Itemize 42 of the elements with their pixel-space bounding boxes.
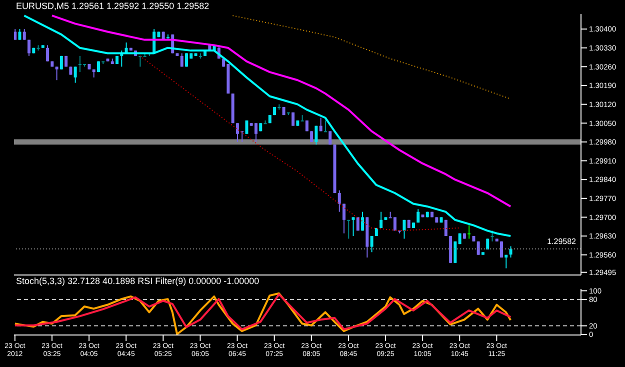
- candlestick: [504, 254, 508, 269]
- candlestick: [264, 120, 267, 124]
- candlestick: [356, 216, 360, 232]
- candlestick: [314, 125, 318, 146]
- candlestick: [370, 236, 374, 253]
- candlestick: [14, 28, 17, 40]
- candlestick: [352, 216, 355, 237]
- candlestick: [60, 55, 63, 70]
- candlestick: [490, 230, 494, 242]
- line-series: [50, 14, 512, 208]
- candlestick: [342, 203, 346, 234]
- candlestick: [292, 112, 295, 126]
- candlestick: [18, 28, 22, 40]
- candlestick: [393, 216, 396, 232]
- line-series: [140, 55, 460, 232]
- candlestick: [324, 120, 327, 132]
- candlestick: [46, 44, 50, 62]
- candlestick: [74, 66, 77, 84]
- chart-title: EURUSD,M5 1.29561 1.29592 1.29550 1.29582: [16, 1, 210, 11]
- line-series: [232, 15, 512, 100]
- ref-line-label: 1.29582: [547, 236, 577, 246]
- candlestick: [509, 246, 512, 258]
- candlestick: [22, 28, 26, 40]
- candlestick: [468, 224, 471, 240]
- line-series: [23, 14, 512, 238]
- candlestick: [319, 117, 322, 132]
- candlestick: [380, 211, 383, 228]
- candlestick: [338, 190, 341, 212]
- candlestick: [300, 114, 304, 122]
- candlestick: [180, 52, 184, 68]
- candlestick: [310, 130, 314, 142]
- candlestick: [28, 39, 31, 56]
- candlestick: [254, 122, 258, 142]
- candlestick: [347, 219, 350, 240]
- candlestick: [245, 120, 248, 134]
- chart-title: Stoch(5,3,3) 32.7128 40.1898 RSI Filter(9) 0.00000 -1.00000: [16, 276, 260, 286]
- candlestick: [402, 219, 406, 240]
- candlestick: [361, 211, 364, 232]
- candlestick: [328, 130, 332, 146]
- candlestick: [454, 240, 457, 264]
- candlestick: [416, 208, 420, 224]
- candlestick: [55, 66, 58, 81]
